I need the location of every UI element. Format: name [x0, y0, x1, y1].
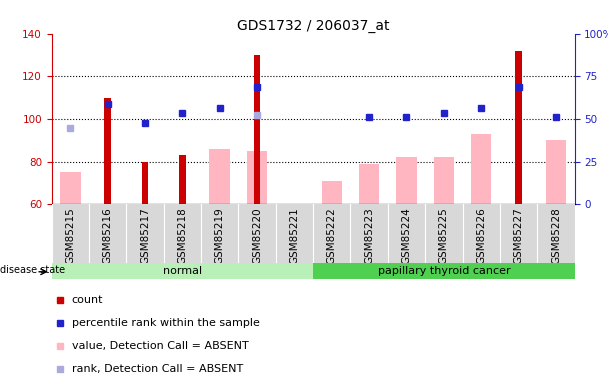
Title: GDS1732 / 206037_at: GDS1732 / 206037_at: [237, 19, 389, 33]
Text: GSM85217: GSM85217: [140, 207, 150, 264]
Text: percentile rank within the sample: percentile rank within the sample: [72, 318, 260, 328]
Bar: [60, 172, 81, 204]
Bar: [515, 51, 522, 204]
Bar: [322, 181, 342, 204]
Bar: [254, 55, 260, 204]
Text: GSM85220: GSM85220: [252, 207, 262, 264]
Text: disease state: disease state: [0, 265, 65, 275]
Text: GSM85215: GSM85215: [65, 207, 75, 264]
Text: GSM85228: GSM85228: [551, 207, 561, 264]
Text: GSM85225: GSM85225: [439, 207, 449, 264]
Text: GSM85221: GSM85221: [289, 207, 300, 264]
Bar: [471, 134, 491, 204]
Text: GSM85227: GSM85227: [514, 207, 523, 264]
Bar: [52, 262, 313, 279]
Text: GSM85226: GSM85226: [476, 207, 486, 264]
Bar: [396, 158, 416, 204]
Text: normal: normal: [163, 266, 202, 276]
Bar: [313, 262, 575, 279]
Text: papillary thyroid cancer: papillary thyroid cancer: [378, 266, 510, 276]
Bar: [105, 98, 111, 204]
Text: GSM85216: GSM85216: [103, 207, 112, 264]
Text: GSM85218: GSM85218: [178, 207, 187, 264]
Bar: [142, 162, 148, 204]
Text: GSM85219: GSM85219: [215, 207, 225, 264]
Text: count: count: [72, 295, 103, 304]
Text: GSM85223: GSM85223: [364, 207, 374, 264]
Bar: [247, 151, 268, 204]
Text: GSM85222: GSM85222: [326, 207, 337, 264]
Bar: [359, 164, 379, 204]
Text: GSM85224: GSM85224: [401, 207, 412, 264]
Text: value, Detection Call = ABSENT: value, Detection Call = ABSENT: [72, 340, 248, 351]
Bar: [210, 149, 230, 204]
Text: rank, Detection Call = ABSENT: rank, Detection Call = ABSENT: [72, 364, 243, 374]
Bar: [179, 155, 186, 204]
Bar: [434, 158, 454, 204]
Bar: [545, 140, 566, 204]
